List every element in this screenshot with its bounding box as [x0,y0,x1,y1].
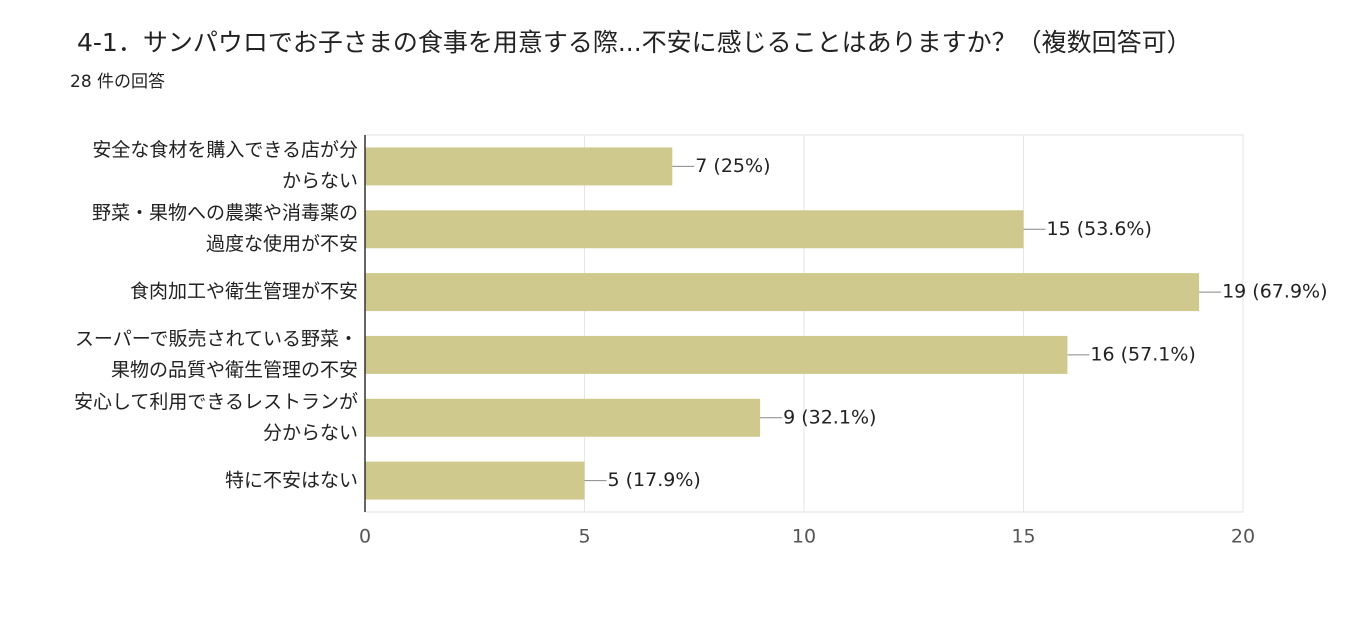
y-tick-label: 特に不安はない [224,469,358,492]
bar [365,210,1024,249]
y-tick-label: 安全な食材を購入できる店が分 からない [92,139,358,193]
y-tick-label: 安心して利用できるレストランが 分からない [73,390,358,444]
chart-title: 4-1．サンパウロでお子さまの食事を用意する際...不安に感じることはありますか… [77,28,1192,57]
y-tick-label: スーパーで販売されている野菜・ 果物の品質や衛生管理の不安 [74,327,358,381]
y-tick-label: 野菜・果物への農薬や消毒薬の 過度な使用が不安 [91,202,358,256]
value-label: 7 (25%) [695,155,770,177]
bar [365,335,1068,374]
value-label: 16 (57.1%) [1090,343,1195,365]
x-tick-label: 15 [1011,526,1035,548]
bar [365,273,1200,312]
y-tick-label: 食肉加工や衛生管理が不安 [129,280,358,303]
value-label: 9 (32.1%) [783,406,876,428]
bar [365,147,673,186]
x-tick-label: 5 [578,526,590,548]
value-label: 15 (53.6%) [1047,218,1152,240]
x-tick-label: 0 [359,526,371,548]
x-tick-label: 20 [1231,526,1255,548]
x-tick-label: 10 [792,526,816,548]
value-label: 19 (67.9%) [1222,281,1327,303]
bar [365,461,585,500]
chart-subtitle: 28 件の回答 [70,72,165,92]
value-label: 5 (17.9%) [608,469,701,491]
bar [365,398,761,437]
